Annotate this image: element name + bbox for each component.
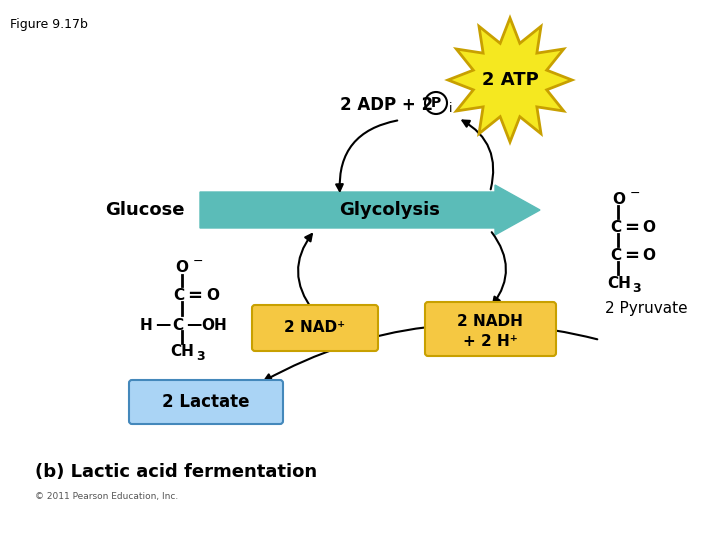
Text: =: = (624, 219, 639, 237)
Text: Glycolysis: Glycolysis (340, 201, 441, 219)
Text: O: O (175, 260, 188, 275)
Text: O: O (612, 192, 625, 207)
Text: =: = (187, 287, 202, 305)
Text: 2 Pyruvate: 2 Pyruvate (605, 300, 688, 315)
Text: —: — (186, 318, 202, 333)
Text: C: C (610, 220, 621, 235)
FancyBboxPatch shape (129, 380, 283, 424)
FancyBboxPatch shape (425, 302, 556, 356)
FancyBboxPatch shape (252, 305, 378, 351)
Text: OH: OH (201, 318, 227, 333)
Text: 2 ADP + 2: 2 ADP + 2 (340, 96, 433, 114)
Text: 2 NAD⁺: 2 NAD⁺ (284, 321, 346, 335)
FancyArrow shape (200, 185, 540, 235)
Text: i: i (449, 102, 452, 114)
Text: −: − (193, 254, 204, 267)
Text: −: − (630, 186, 641, 199)
Text: O: O (642, 220, 655, 235)
Text: CH: CH (170, 345, 194, 360)
Text: C: C (173, 288, 184, 303)
Text: + 2 H⁺: + 2 H⁺ (463, 334, 518, 349)
Text: CH: CH (607, 275, 631, 291)
Text: 2 NADH: 2 NADH (457, 314, 523, 329)
Text: C: C (610, 248, 621, 264)
Text: 2 Lactate: 2 Lactate (162, 393, 250, 411)
Text: O: O (642, 248, 655, 264)
Text: 3: 3 (632, 281, 641, 294)
Polygon shape (448, 18, 572, 142)
Text: © 2011 Pearson Education, Inc.: © 2011 Pearson Education, Inc. (35, 492, 179, 501)
Text: P: P (431, 96, 441, 110)
Text: Glucose: Glucose (106, 201, 185, 219)
Text: C: C (172, 318, 183, 333)
Text: Figure 9.17b: Figure 9.17b (10, 18, 88, 31)
Text: (b) Lactic acid fermentation: (b) Lactic acid fermentation (35, 463, 317, 481)
Text: H: H (140, 318, 153, 333)
Text: 3: 3 (196, 350, 204, 363)
Text: O: O (206, 288, 219, 303)
Text: —: — (155, 318, 171, 333)
Text: 2 ATP: 2 ATP (482, 71, 539, 89)
Text: =: = (624, 247, 639, 265)
